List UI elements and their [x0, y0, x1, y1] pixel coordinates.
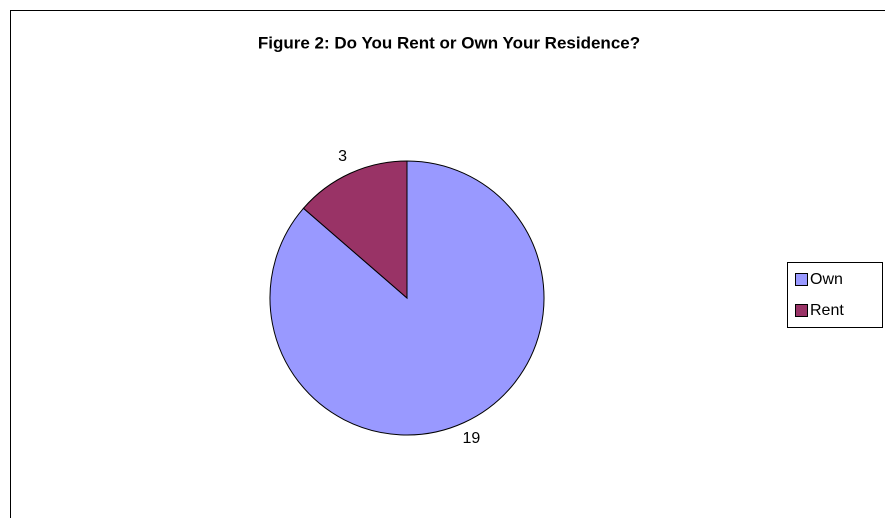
chart-title: Figure 2: Do You Rent or Own Your Reside…: [258, 33, 640, 52]
pie-slice: [269, 160, 545, 436]
data-label: 3: [338, 148, 347, 165]
legend-label: Own: [810, 271, 843, 288]
legend-swatch: [795, 273, 808, 286]
legend-swatch: [795, 304, 808, 317]
legend-label: Rent: [810, 302, 844, 319]
pie-slice: [302, 160, 408, 300]
data-label: 19: [462, 430, 480, 447]
